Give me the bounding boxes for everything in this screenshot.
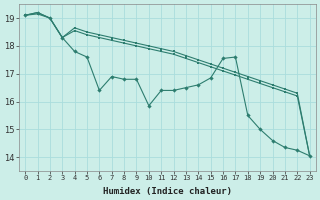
X-axis label: Humidex (Indice chaleur): Humidex (Indice chaleur) [103,187,232,196]
